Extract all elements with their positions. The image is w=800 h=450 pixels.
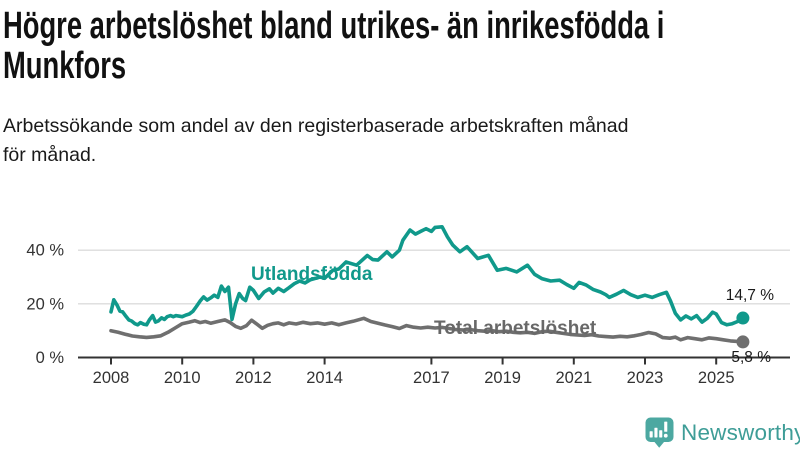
y-tick-label-20: 20 %: [26, 295, 64, 313]
series-line-total-arbetsl-shet: [109, 316, 745, 344]
series-label-utlandsfodda: Utlandsfödda: [251, 264, 373, 285]
x-tick-label-2010: 2010: [164, 369, 201, 387]
chart-subtitle-line-2: för månad.: [3, 144, 97, 166]
page-title: Högre arbetslöshet bland utrikes- än inr…: [3, 6, 664, 86]
chart-subtitle: Arbetssökande som andel av den registerb…: [3, 112, 628, 170]
y-tick-label-40: 40 %: [26, 242, 64, 260]
series-line-utlandsf-dda: [109, 225, 745, 327]
x-tick-label-2017: 2017: [413, 369, 450, 387]
x-tick-label-2014: 2014: [306, 369, 343, 387]
newsworthy-logo: Newsworthy: [645, 417, 800, 448]
x-tick-label-2012: 2012: [235, 369, 272, 387]
end-dot-total-arbetsl-shet: [736, 335, 750, 349]
page-title-line-2: Munkfors: [3, 45, 127, 87]
page-title-line-1: Högre arbetslöshet bland utrikes- än inr…: [3, 5, 665, 47]
x-tick-label-2025: 2025: [698, 369, 735, 387]
x-tick-label-2023: 2023: [627, 369, 664, 387]
x-tick-label-2021: 2021: [555, 369, 592, 387]
series-label-total-arbetsloshet: Total arbetslöshet: [434, 318, 597, 339]
end-dot-utlandsf-dda: [736, 311, 750, 325]
end-value-utlandsfodda: 14,7 %: [725, 287, 774, 304]
x-tick-label-2019: 2019: [484, 369, 521, 387]
end-value-total-arbetsloshet: 5,8 %: [731, 349, 771, 366]
x-tick-label-2008: 2008: [93, 369, 130, 387]
newsworthy-logo-text: Newsworthy: [681, 419, 800, 445]
chart-subtitle-line-1: Arbetssökande som andel av den registerb…: [3, 115, 629, 137]
newsworthy-bar-chart-icon: [645, 417, 674, 448]
y-tick-label-0: 0 %: [36, 349, 65, 367]
